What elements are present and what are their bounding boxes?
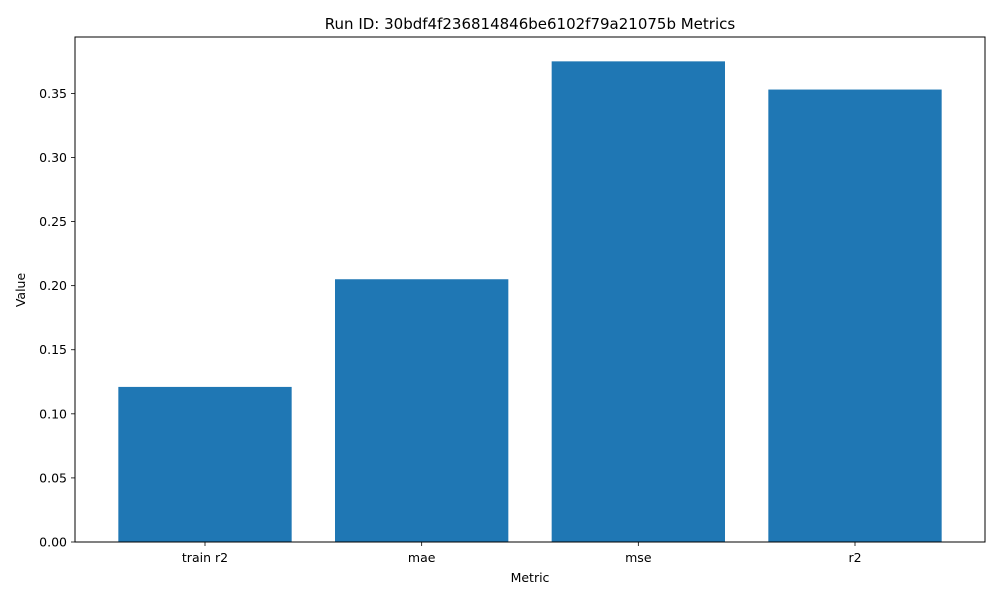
chart-title: Run ID: 30bdf4f236814846be6102f79a21075b… (325, 15, 736, 33)
x-tick-label: r2 (848, 550, 861, 565)
bars-group (118, 61, 942, 543)
y-axis: 0.00 0.05 0.10 0.15 0.20 0.25 0.30 0.35 (39, 86, 75, 550)
y-tick-label: 0.00 (39, 535, 67, 550)
plot-frame (74, 36, 986, 543)
y-tick-label: 0.20 (39, 278, 67, 293)
x-tick-label: train r2 (182, 550, 228, 565)
bar-mse (551, 61, 725, 543)
y-tick-label: 0.05 (39, 470, 67, 485)
y-tick-label: 0.15 (39, 342, 67, 357)
x-tick-label: mae (408, 550, 436, 565)
bar-train-r2 (118, 386, 292, 542)
y-tick-label: 0.25 (39, 214, 67, 229)
x-axis: train r2 mae mse r2 (182, 542, 862, 565)
x-axis-label: Metric (511, 570, 550, 585)
bar-mae (335, 279, 509, 542)
y-tick-label: 0.35 (39, 86, 67, 101)
bar-r2 (768, 89, 942, 543)
x-tick-label: mse (625, 550, 652, 565)
y-axis-label: Value (13, 273, 28, 308)
y-tick-label: 0.30 (39, 150, 67, 165)
y-tick-label: 0.10 (39, 406, 67, 421)
